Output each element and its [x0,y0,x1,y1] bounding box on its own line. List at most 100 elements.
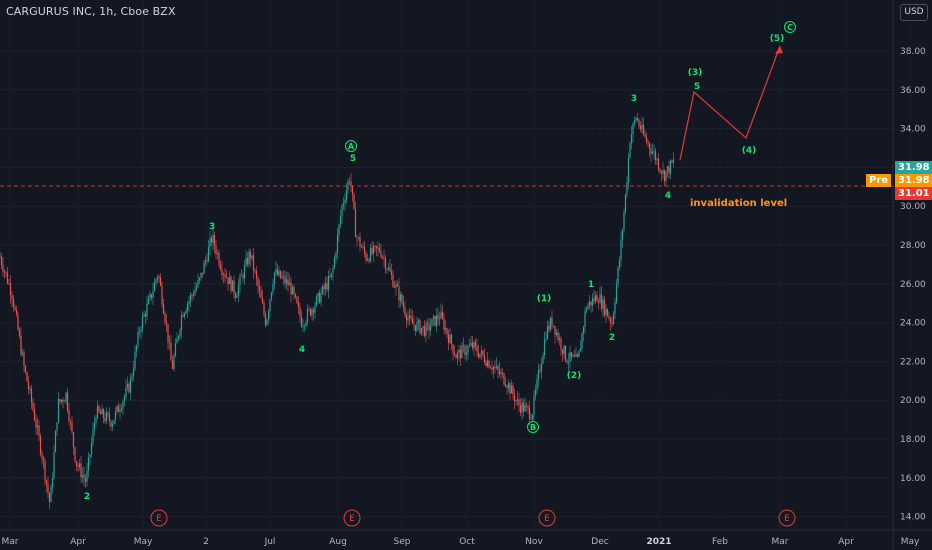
candle-body [450,334,453,345]
candle-body [663,170,666,181]
candle-body [294,294,297,297]
candle-body [327,276,330,290]
candle-body [369,247,372,262]
time-axis-label: Nov [525,537,543,547]
candle-body [224,274,226,278]
candle-body [656,158,658,161]
wave-label-3: 3 [209,222,215,232]
candle-body [8,283,10,285]
candle-body [488,360,490,368]
candle-body [170,343,172,361]
candle-body [368,259,370,262]
candle-body [158,276,160,278]
candle-body [20,335,22,355]
wave-label-4b: 4 [665,191,671,201]
candle-body [464,346,466,355]
candle-body [333,257,336,268]
candle-body [191,294,193,296]
candle-body [470,342,472,346]
currency-button[interactable]: USD [900,4,928,21]
earnings-markers[interactable]: E E E E [150,509,796,527]
candle-body [17,314,19,330]
candle-body [36,425,39,428]
candle-body [56,422,58,432]
candle-body [485,362,487,366]
candle-body [227,277,229,285]
candle-body [296,296,298,304]
candle-body [612,313,615,324]
candle-body [642,124,645,134]
candle-body [620,239,622,260]
candle-body [377,247,379,249]
candle-body [248,251,250,265]
candle-body [159,277,162,286]
candle-body [128,383,130,393]
candle-body [386,268,388,270]
candle-body [579,348,582,351]
candle-body [441,311,444,318]
wave-label-4-paren: (4) [742,146,757,156]
candle-body [278,270,280,276]
candle-body [491,368,493,370]
candle-body [666,166,669,172]
candle-body [569,352,571,362]
candle-body [234,293,237,298]
candle-body [633,120,636,124]
candle-body [614,302,616,314]
candle-body [549,317,552,330]
candle-body [588,301,591,306]
candle-body [129,378,132,393]
candle-body [194,289,196,296]
candle-body [119,410,121,412]
candle-body [126,383,129,388]
time-axis-labels[interactable]: Mar Apr May 2 Jul Aug Sep Oct Nov Dec 2021 Feb Mar Ap… [2,537,920,547]
candle-body [345,190,348,201]
candle-body [402,303,405,308]
candle-body [668,166,670,174]
candle-body [309,308,312,316]
candle-body [608,316,610,319]
candle-body [308,308,310,310]
candle-body [84,478,87,482]
candle-body [552,325,555,327]
candle-body [471,342,474,348]
candle-body [0,256,3,265]
candle-body [30,388,33,402]
candle-body [209,238,211,247]
candle-body [57,398,60,423]
candle-body [231,280,234,292]
candle-body [9,283,12,296]
candle-body [447,334,450,344]
symbol-title[interactable]: CARGURUS INC, 1h, Cboe BZX [6,5,176,18]
candle-body [338,224,340,235]
candle-body [192,295,195,296]
time-axis-label: Sep [394,537,411,547]
candle-body [75,461,78,466]
candle-body [162,304,165,314]
candle-body [531,414,534,420]
candle-body [24,365,27,373]
candle-body [332,267,334,274]
wave-circle-A [345,140,357,152]
candle-body [393,286,396,288]
candle-body [246,258,249,265]
price-axis-label: 34.00 [900,125,926,135]
candle-body [189,294,192,301]
candle-body [504,384,507,387]
candle-body [108,414,111,422]
price-axis-label: 30.00 [900,202,926,212]
candle-body [362,246,364,248]
candle-body [171,360,174,369]
candle-body [540,363,543,372]
wave-projection-path[interactable] [679,45,781,161]
candle-body [440,311,442,319]
candle-body [197,279,199,287]
candle-body [597,301,600,303]
price-axis-labels[interactable]: 38.0036.0034.0032.0030.0028.0026.0024.00… [900,47,926,523]
candle-body [342,203,345,206]
candle-body [365,252,367,261]
candle-body [117,405,120,412]
candle-body [570,352,573,357]
candle-body [515,400,517,402]
